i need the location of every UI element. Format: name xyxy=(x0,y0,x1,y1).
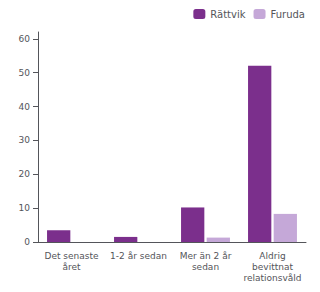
svg-text:1-2 år sedan: 1-2 år sedan xyxy=(110,251,167,261)
svg-text:40: 40 xyxy=(19,102,31,112)
svg-text:sedan: sedan xyxy=(192,262,219,272)
svg-text:Furuda: Furuda xyxy=(271,9,305,20)
svg-text:Mer än 2 år: Mer än 2 år xyxy=(180,251,232,261)
svg-text:0: 0 xyxy=(24,237,30,247)
svg-text:året: året xyxy=(62,262,81,272)
svg-text:30: 30 xyxy=(19,135,31,145)
svg-text:relationsvåld: relationsvåld xyxy=(243,273,301,283)
svg-text:Aldrig: Aldrig xyxy=(259,251,285,261)
svg-text:60: 60 xyxy=(19,34,31,44)
svg-text:Rättvik: Rättvik xyxy=(210,9,245,20)
svg-text:10: 10 xyxy=(19,203,31,213)
svg-text:50: 50 xyxy=(19,68,31,78)
svg-text:20: 20 xyxy=(19,169,31,179)
svg-text:bevittnat: bevittnat xyxy=(252,262,293,272)
svg-text:Det senaste: Det senaste xyxy=(44,251,99,261)
